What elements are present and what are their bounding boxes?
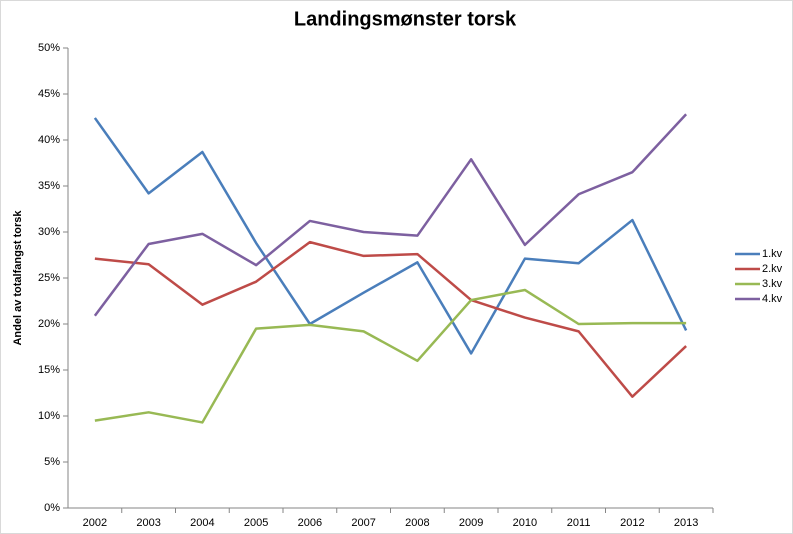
series-line bbox=[93, 117, 688, 355]
series-line bbox=[93, 113, 688, 317]
y-tick-label: 50% bbox=[38, 42, 60, 54]
legend-label: 2.kv bbox=[762, 263, 783, 275]
x-tick-label: 2012 bbox=[620, 517, 644, 529]
x-tick-label: 2002 bbox=[83, 517, 107, 529]
x-tick-label: 2008 bbox=[405, 517, 429, 529]
legend-label: 4.kv bbox=[762, 293, 783, 305]
y-tick-label: 40% bbox=[38, 134, 60, 146]
series-line bbox=[94, 240, 687, 398]
legend-label: 1.kv bbox=[762, 248, 783, 260]
y-tick-label: 10% bbox=[38, 410, 60, 422]
x-tick-label: 2004 bbox=[190, 517, 214, 529]
legend-label: 3.kv bbox=[762, 278, 783, 290]
x-tick-label: 2011 bbox=[567, 517, 591, 529]
x-tick-label: 2009 bbox=[459, 517, 483, 529]
x-tick-label: 2007 bbox=[351, 517, 375, 529]
y-tick-label: 25% bbox=[38, 272, 60, 284]
x-tick-label: 2005 bbox=[244, 517, 268, 529]
y-tick-label: 15% bbox=[38, 364, 60, 376]
y-tick-label: 45% bbox=[38, 88, 60, 100]
y-axis-title: Andel av totalfangst torsk bbox=[12, 210, 24, 346]
series-line bbox=[94, 288, 687, 424]
y-tick-label: 35% bbox=[38, 180, 60, 192]
chart-title: Landingsmønster torsk bbox=[294, 8, 517, 30]
x-tick-label: 2003 bbox=[136, 517, 160, 529]
y-tick-label: 30% bbox=[38, 226, 60, 238]
y-tick-label: 5% bbox=[44, 456, 60, 468]
y-tick-label: 20% bbox=[38, 318, 60, 330]
x-tick-label: 2010 bbox=[513, 517, 537, 529]
x-tick-label: 2013 bbox=[674, 517, 698, 529]
x-tick-label: 2006 bbox=[298, 517, 322, 529]
y-tick-label: 0% bbox=[44, 502, 60, 514]
